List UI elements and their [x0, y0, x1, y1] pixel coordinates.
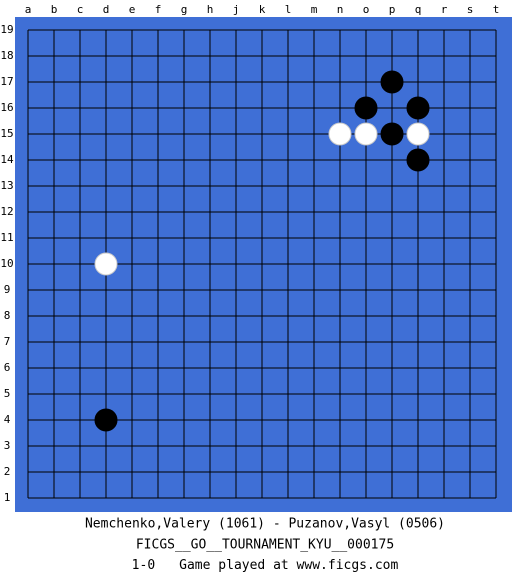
row-label: 16: [0, 101, 13, 114]
note: Game played at www.ficgs.com: [179, 558, 398, 573]
column-label: j: [233, 3, 240, 16]
row-label: 7: [4, 335, 11, 348]
row-label: 17: [0, 75, 13, 88]
stone: [380, 70, 404, 94]
grid: [27, 29, 497, 499]
players: Nemchenko,Valery (1061) - Puzanov,Vasyl …: [85, 517, 445, 532]
column-label: b: [51, 3, 58, 16]
column-label: f: [155, 3, 162, 16]
row-label: 8: [4, 309, 11, 322]
row-label: 14: [0, 153, 14, 166]
column-label: d: [103, 3, 110, 16]
row-label: 18: [0, 49, 13, 62]
column-label: c: [77, 3, 84, 16]
column-label: m: [311, 3, 318, 16]
row-label: 13: [0, 179, 13, 192]
row-label: 3: [4, 439, 11, 452]
stone: [94, 252, 118, 276]
column-label: t: [493, 3, 500, 16]
stone: [328, 122, 352, 146]
stone: [406, 96, 430, 120]
row-label: 11: [0, 231, 13, 244]
row-label: 4: [4, 413, 11, 426]
result: 1-0: [132, 558, 155, 573]
stone: [354, 96, 378, 120]
column-label: k: [259, 3, 266, 16]
column-label: g: [181, 3, 188, 16]
result-line: 1-0 Game played at www.ficgs.com: [132, 558, 399, 573]
column-label: o: [363, 3, 370, 16]
row-label: 12: [0, 205, 13, 218]
row-label: 5: [4, 387, 11, 400]
row-label: 2: [4, 465, 11, 478]
column-label: r: [441, 3, 448, 16]
column-label: a: [25, 3, 32, 16]
row-label: 19: [0, 23, 13, 36]
event: FICGS__GO__TOURNAMENT_KYU__000175: [136, 538, 394, 553]
stone: [380, 122, 404, 146]
row-label: 6: [4, 361, 11, 374]
stone: [406, 122, 430, 146]
stone: [94, 408, 118, 432]
column-label: e: [129, 3, 136, 16]
row-label: 9: [4, 283, 11, 296]
column-label: h: [207, 3, 214, 16]
column-label: s: [467, 3, 474, 16]
column-label: l: [285, 3, 292, 16]
column-label: p: [389, 3, 396, 16]
stone: [354, 122, 378, 146]
column-label: q: [415, 3, 422, 16]
row-label: 15: [0, 127, 13, 140]
stone: [406, 148, 430, 172]
column-label: n: [337, 3, 344, 16]
row-label: 10: [0, 257, 13, 270]
row-label: 1: [4, 491, 11, 504]
